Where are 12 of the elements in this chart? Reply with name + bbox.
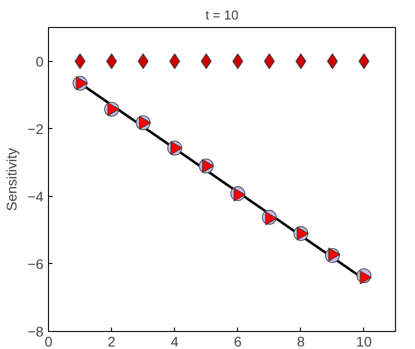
x-tick-label: 4 xyxy=(170,334,179,349)
y-tick-label: −4 xyxy=(28,188,44,204)
y-tick-label: −6 xyxy=(28,256,44,272)
x-tick-label: 8 xyxy=(296,334,305,349)
x-tick-label: 10 xyxy=(356,334,372,349)
y-tick-label: −8 xyxy=(28,324,44,340)
y-axis-title: Sensitivity xyxy=(4,148,20,212)
y-tick-label: 0 xyxy=(36,53,44,70)
chart-title: t = 10 xyxy=(206,8,238,22)
x-tick-label: 6 xyxy=(234,334,242,349)
x-tick-label: 2 xyxy=(108,334,116,349)
y-tick-label: −2 xyxy=(28,120,44,137)
